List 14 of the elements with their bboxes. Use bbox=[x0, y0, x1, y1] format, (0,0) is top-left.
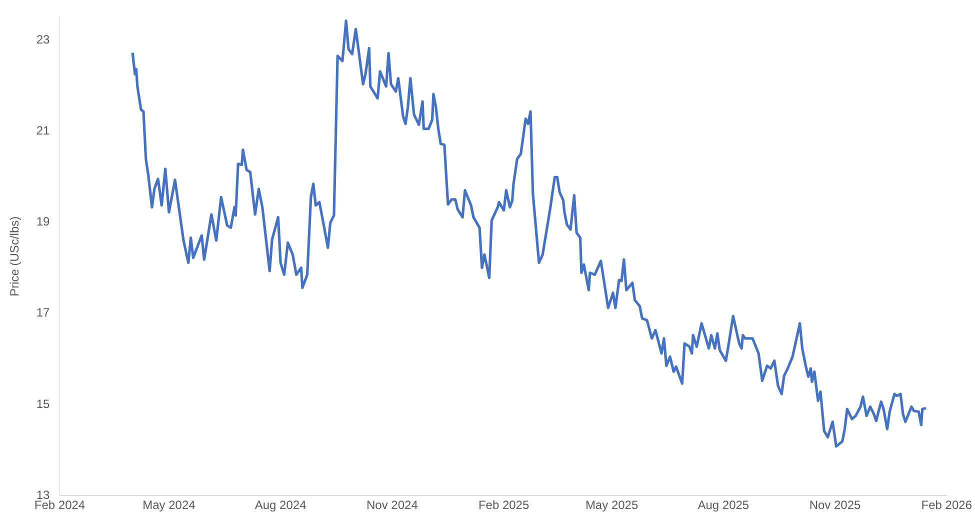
x-tick-label: Aug 2025 bbox=[698, 498, 750, 512]
x-tick-label: Feb 2025 bbox=[478, 498, 530, 512]
x-tick-label: May 2024 bbox=[142, 498, 196, 512]
y-tick-label: 19 bbox=[36, 214, 50, 229]
x-tick-label: Nov 2024 bbox=[366, 498, 418, 512]
x-tick-label: May 2025 bbox=[585, 498, 638, 512]
x-tick-label: Aug 2024 bbox=[254, 498, 307, 512]
y-axis-title: Price (USc/lbs) bbox=[8, 216, 22, 296]
y-tick-label: 17 bbox=[36, 306, 50, 320]
x-tick-label: Nov 2025 bbox=[809, 498, 862, 512]
x-tick-label: Feb 2026 bbox=[921, 498, 972, 512]
y-tick-label: 21 bbox=[36, 123, 50, 138]
y-tick-label: 23 bbox=[36, 32, 50, 46]
y-tick-label: 15 bbox=[36, 396, 50, 411]
